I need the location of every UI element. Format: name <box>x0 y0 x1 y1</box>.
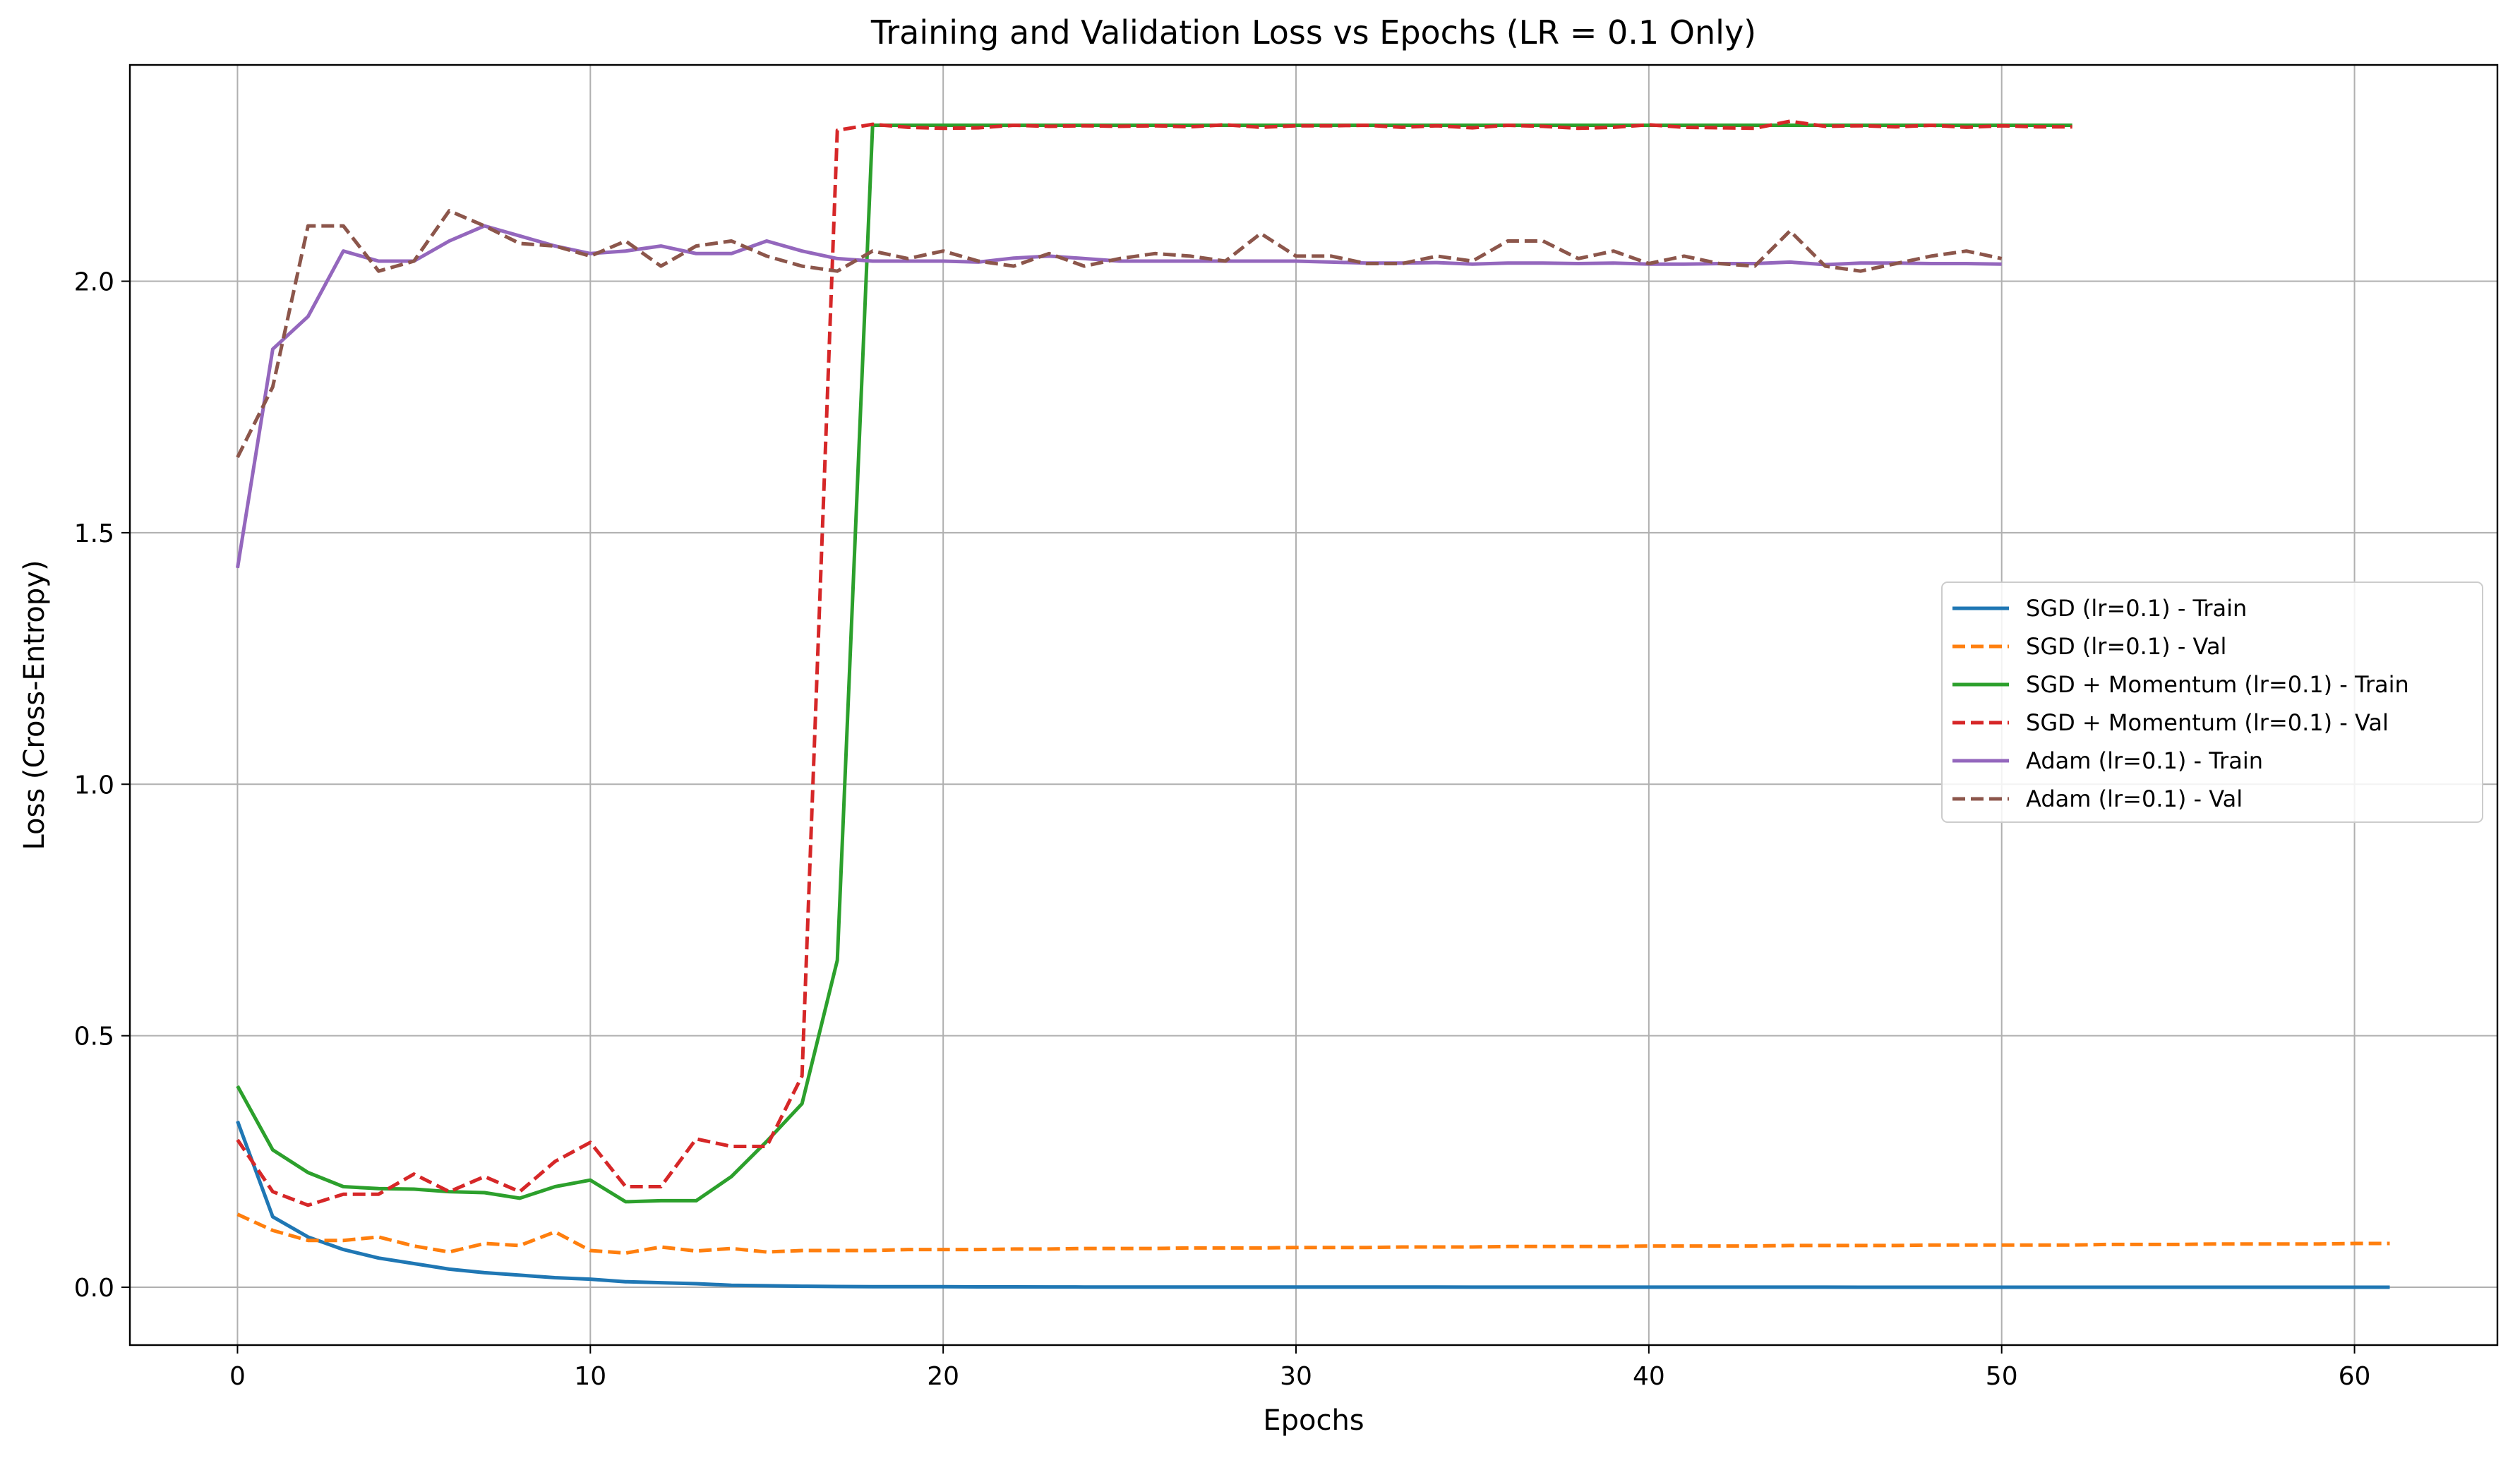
series-line-4 <box>236 224 2002 569</box>
y-axis-label: Loss (Cross-Entropy) <box>18 560 51 850</box>
series-line-3 <box>236 119 2072 1207</box>
series-line-1 <box>236 1212 2390 1255</box>
x-tick-label: 60 <box>2339 1362 2371 1391</box>
legend-label: SGD (lr=0.1) - Train <box>2026 595 2247 622</box>
y-tick-label: 1.5 <box>74 519 114 548</box>
y-tick-label: 0.5 <box>74 1023 114 1052</box>
y-tick-label: 1.0 <box>74 771 114 800</box>
chart-title: Training and Validation Loss vs Epochs (… <box>870 13 1756 52</box>
x-tick-label: 40 <box>1633 1362 1665 1391</box>
y-axis-ticks: 0.0 0.5 1.0 1.5 2.0 <box>74 267 130 1303</box>
x-tick-label: 0 <box>229 1362 246 1391</box>
legend-label: SGD + Momentum (lr=0.1) - Val <box>2026 709 2389 736</box>
legend-label: Adam (lr=0.1) - Train <box>2026 747 2263 774</box>
legend-label: Adam (lr=0.1) - Val <box>2026 785 2243 812</box>
series-lines <box>236 119 2390 1289</box>
x-tick-label: 30 <box>1280 1362 1312 1391</box>
legend-label: SGD (lr=0.1) - Val <box>2026 633 2226 660</box>
y-tick-label: 2.0 <box>74 267 114 296</box>
x-tick-label: 50 <box>1986 1362 2018 1391</box>
series-line-0 <box>236 1120 2390 1289</box>
x-tick-label: 10 <box>574 1362 606 1391</box>
x-axis-label: Epochs <box>1263 1404 1364 1437</box>
x-tick-label: 20 <box>927 1362 959 1391</box>
series-line-5 <box>236 209 2003 459</box>
y-tick-label: 0.0 <box>74 1274 114 1303</box>
legend-frame <box>1941 582 2483 823</box>
legend-label: SGD + Momentum (lr=0.1) - Train <box>2026 671 2409 698</box>
legend: SGD (lr=0.1) - Train SGD (lr=0.1) - Val SG… <box>1941 582 2483 823</box>
x-axis-ticks: 0 10 20 30 40 50 60 <box>229 1345 2370 1391</box>
plot-area-frame <box>128 64 2499 1346</box>
